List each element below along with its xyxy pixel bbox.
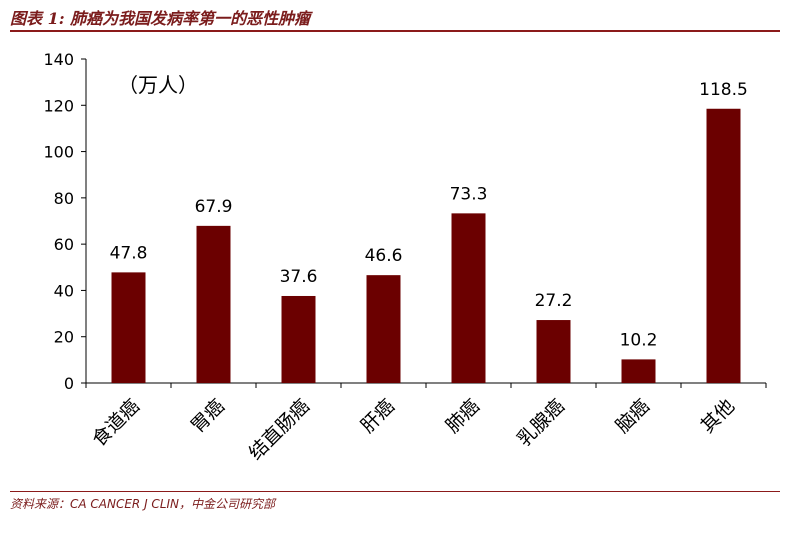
- y-tick-label: 120: [43, 96, 74, 115]
- y-tick-label: 40: [54, 281, 74, 300]
- category-label: 其他: [697, 395, 739, 437]
- y-tick-label: 80: [54, 189, 74, 208]
- bar-value-label: 10.2: [620, 330, 658, 350]
- y-tick-label: 20: [54, 328, 74, 347]
- chart-labels: 47.8 食道癌 67.9 胃癌 37.6 结直肠癌 46.6 肝癌 73.3 肺癌 27.2 乳腺癌…: [88, 80, 748, 465]
- category-label: 肺癌: [442, 395, 484, 437]
- bar-value-label: 118.5: [699, 80, 748, 100]
- y-tick-label: 60: [54, 235, 74, 254]
- top-divider: [10, 30, 780, 32]
- bar-value-label: 67.9: [195, 197, 233, 217]
- category-label: 脑癌: [612, 395, 654, 437]
- bar: [621, 359, 656, 383]
- bar: [196, 225, 231, 383]
- bar-value-label: 46.6: [365, 246, 403, 266]
- unit-label: （万人）: [118, 73, 198, 97]
- bar: [281, 295, 316, 383]
- bar-value-label: 73.3: [450, 184, 488, 204]
- chart-axes: 0 20 40 60 80 100 120 140: [43, 50, 767, 393]
- source-note: 资料来源：CA CANCER J CLIN，中金公司研究部: [10, 497, 276, 511]
- bar: [536, 320, 571, 383]
- bar: [366, 275, 401, 383]
- bar-value-label: 47.8: [110, 243, 148, 263]
- figure-title: 图表 1: 肺癌为我国发病率第一的恶性肿瘤: [10, 9, 311, 28]
- bar: [111, 272, 146, 383]
- category-label: 食道癌: [88, 395, 144, 451]
- category-label: 结直肠癌: [245, 395, 314, 464]
- y-tick-label: 140: [43, 50, 74, 69]
- category-label: 胃癌: [187, 395, 229, 437]
- y-tick-label: 100: [43, 143, 74, 162]
- bar: [706, 108, 741, 383]
- category-label: 乳腺癌: [513, 395, 569, 451]
- bar: [451, 213, 486, 383]
- bar-value-label: 37.6: [280, 267, 318, 287]
- bottom-divider: [10, 491, 780, 492]
- bar-value-label: 27.2: [535, 291, 573, 311]
- y-tick-label: 0: [64, 374, 74, 393]
- chart-bars: [111, 108, 741, 383]
- category-label: 肝癌: [357, 395, 399, 437]
